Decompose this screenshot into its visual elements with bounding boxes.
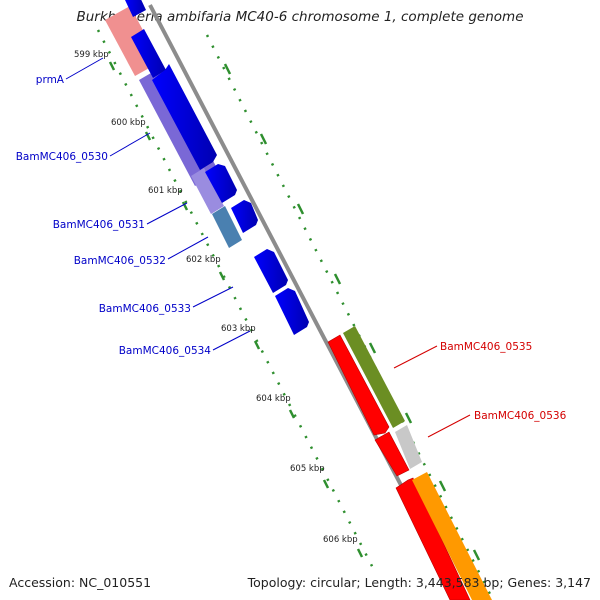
outer-major-ticks bbox=[223, 63, 481, 561]
kbp-label: 604 kbp bbox=[256, 394, 291, 404]
gene-arrow bbox=[275, 288, 309, 335]
reverse-cds-track bbox=[327, 334, 471, 600]
gene-label[interactable]: BamMC406_0534 bbox=[119, 345, 212, 357]
forward-cds-track bbox=[125, 0, 309, 335]
gene-arrow bbox=[327, 334, 390, 436]
topology-text: Topology: circular; Length: 3,443,583 bp… bbox=[247, 575, 591, 590]
gene-arrow bbox=[125, 0, 146, 17]
gene-arrow bbox=[254, 249, 288, 293]
gene-arrow bbox=[152, 64, 217, 170]
kbp-label: 603 kbp bbox=[221, 324, 256, 334]
kbp-label: 600 kbp bbox=[111, 118, 146, 128]
inner-tick-track bbox=[96, 29, 377, 573]
kbp-label: 605 kbp bbox=[290, 464, 325, 474]
inner-dotted-line bbox=[96, 29, 377, 573]
inner-major-ticks bbox=[108, 61, 364, 558]
cog-category-track-right bbox=[343, 326, 492, 600]
gene-label[interactable]: BamMC406_0531 bbox=[53, 219, 145, 231]
kbp-scale-labels: 599 kbp 600 kbp 601 kbp 602 kbp 603 kbp … bbox=[74, 50, 358, 545]
cog-segment bbox=[412, 472, 492, 600]
outer-dotted-line bbox=[205, 34, 494, 599]
cog-segment bbox=[191, 168, 224, 214]
right-gene-labels: BamMC406_0535 BamMC406_0536 bbox=[440, 341, 567, 422]
gene-label[interactable]: BamMC406_0535 bbox=[440, 341, 532, 353]
gene-arrow bbox=[131, 29, 166, 78]
gene-label[interactable]: prmA bbox=[36, 74, 65, 86]
gene-arrow bbox=[205, 164, 237, 203]
kbp-label: 601 kbp bbox=[148, 186, 183, 196]
right-leader-lines bbox=[393, 345, 471, 438]
gene-label[interactable]: BamMC406_0530 bbox=[16, 151, 108, 163]
kbp-label: 606 kbp bbox=[323, 535, 358, 545]
gene-label[interactable]: BamMC406_0532 bbox=[74, 255, 166, 267]
left-gene-labels: prmA BamMC406_0530 BamMC406_0531 BamMC40… bbox=[16, 74, 212, 357]
cog-segment bbox=[212, 206, 242, 248]
cog-segment bbox=[395, 425, 422, 469]
map-title: Burkholderia ambifaria MC40-6 chromosome… bbox=[76, 9, 524, 25]
gene-label[interactable]: BamMC406_0536 bbox=[474, 410, 567, 422]
cog-segment bbox=[343, 326, 405, 428]
kbp-label: 602 kbp bbox=[186, 255, 221, 265]
outer-tick-track bbox=[205, 34, 494, 599]
gene-arrow bbox=[374, 431, 410, 477]
accession-text: Accession: NC_010551 bbox=[9, 575, 152, 590]
kbp-label: 599 kbp bbox=[74, 50, 109, 60]
gene-arrow bbox=[231, 200, 258, 233]
left-leader-lines bbox=[65, 57, 251, 351]
gene-label[interactable]: BamMC406_0533 bbox=[99, 303, 191, 315]
